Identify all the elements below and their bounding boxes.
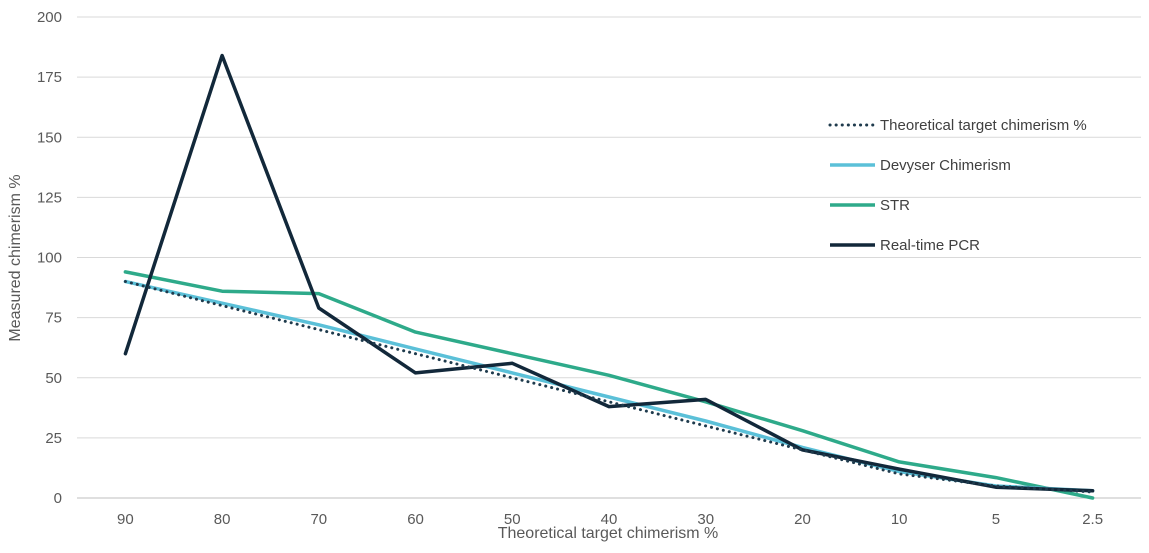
- x-tick-label: 20: [794, 511, 811, 528]
- legend: Theoretical target chimerism % Devyser Ch…: [828, 117, 1087, 254]
- legend-label: Theoretical target chimerism %: [880, 117, 1087, 134]
- y-tick-label: 75: [45, 310, 62, 327]
- y-tick-label: 200: [37, 9, 62, 26]
- y-tick-label: 175: [37, 69, 62, 86]
- series-line-real-time-pcr: [123, 53, 1095, 493]
- y-tick-label: 50: [45, 370, 62, 387]
- series-line-str: [123, 270, 1095, 500]
- x-tick-label: 70: [310, 511, 327, 528]
- x-axis-ticks: 90 80 70 60 50 40 30 20 10 5 2.5: [117, 511, 1103, 528]
- y-axis-title: Measured chimerism %: [7, 174, 24, 341]
- x-tick-label: 90: [117, 511, 134, 528]
- x-axis-title: Theoretical target chimerism %: [498, 525, 719, 542]
- y-tick-label: 150: [37, 129, 62, 146]
- y-tick-label: 0: [54, 490, 62, 507]
- x-tick-label: 80: [214, 511, 231, 528]
- series-line-devyser-chimerism: [123, 279, 1095, 493]
- x-tick-label: 40: [601, 511, 618, 528]
- series-lines: [123, 53, 1095, 500]
- y-tick-label: 25: [45, 430, 62, 447]
- x-tick-label: 10: [891, 511, 908, 528]
- legend-label: STR: [880, 197, 910, 214]
- series-line-theoretical-target-chimerism: [123, 280, 1095, 494]
- x-tick-label: 30: [697, 511, 714, 528]
- x-tick-label: 60: [407, 511, 424, 528]
- x-tick-label: 2.5: [1082, 511, 1103, 528]
- y-tick-label: 100: [37, 250, 62, 267]
- y-axis-ticks: 0 25 50 75 100 125 150 175 200: [37, 9, 62, 507]
- legend-label: Real-time PCR: [880, 237, 980, 254]
- y-tick-label: 125: [37, 189, 62, 206]
- legend-label: Devyser Chimerism: [880, 157, 1011, 174]
- x-tick-label: 5: [992, 511, 1000, 528]
- x-tick-label: 50: [504, 511, 521, 528]
